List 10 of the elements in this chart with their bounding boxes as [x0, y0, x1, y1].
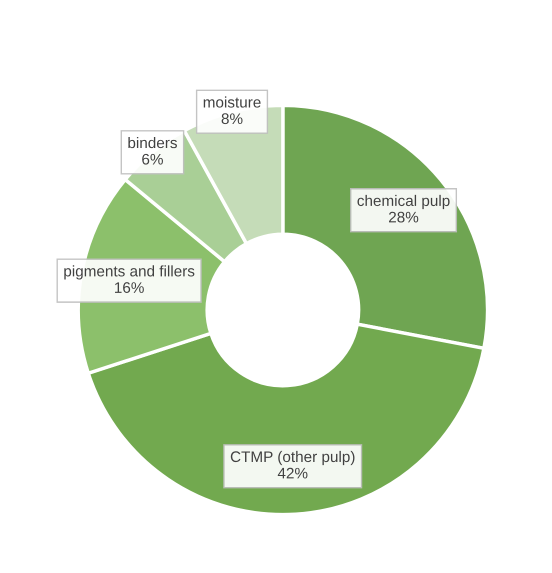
slice-label: moisture [204, 96, 261, 108]
data-label: 16% [115, 282, 144, 293]
data-label: 28% [389, 212, 418, 223]
data-label: 6% [142, 154, 163, 165]
slice-label: pigments and fillers [64, 265, 194, 280]
data-label: 42% [278, 468, 308, 479]
slice-label: binders [128, 136, 177, 148]
data-label: 8% [222, 113, 243, 124]
slice-label: chemical pulp [357, 194, 450, 210]
slice-label: CTMP (other pulp) [230, 450, 354, 466]
